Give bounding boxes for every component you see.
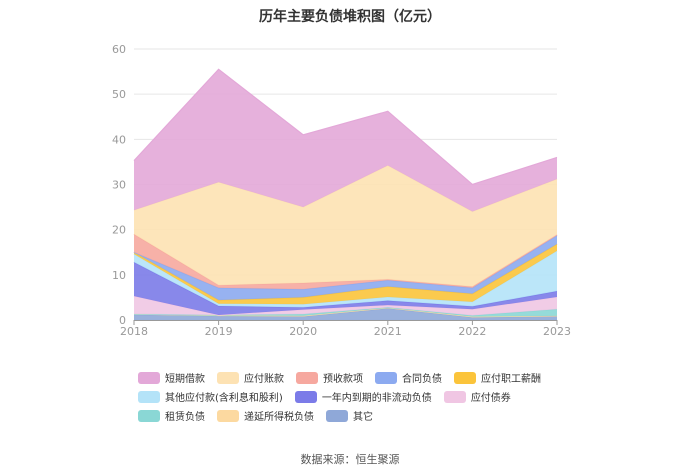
legend-swatch — [326, 409, 348, 422]
legend-swatch — [443, 390, 466, 403]
x-tick-label: 2019 — [205, 325, 233, 338]
y-tick-label: 0 — [119, 314, 126, 327]
legend-item[interactable]: 短期借款 — [138, 369, 205, 386]
area-series-2 — [134, 307, 557, 317]
area-series-line-10 — [133, 68, 558, 186]
legend-label: 预收款项 — [323, 374, 363, 385]
legend: 短期借款 应付账款 预收款项 合同负债 应付职工薪酬其他应付款(含利息和股利) 一年内到期… — [138, 369, 588, 424]
legend-label: 应付账款 — [244, 374, 284, 385]
legend-label: 其他应付款(含利息和股利) — [165, 393, 283, 404]
legend-item[interactable]: 租赁负债 — [138, 407, 205, 424]
chart-title: 历年主要负债堆积图（亿元） — [259, 9, 441, 25]
x-tick-label: 2023 — [543, 325, 571, 338]
y-tick-label: 20 — [112, 224, 126, 237]
legend-item[interactable]: 一年内到期的非流动负债 — [294, 388, 432, 405]
legend-swatch — [296, 371, 318, 384]
x-tick-label: 2020 — [289, 325, 317, 338]
legend-label: 应付职工薪酬 — [481, 374, 541, 385]
y-tick-label: 40 — [112, 133, 126, 146]
area-series-group — [133, 68, 558, 320]
legend-item[interactable]: 应付债券 — [443, 388, 511, 405]
legend-item[interactable]: 递延所得税负债 — [217, 407, 314, 424]
x-tick-label: 2021 — [374, 325, 402, 338]
stacked-area-chart: 0 10 20 30 40 50 60 2018 2019 2020 2021 2022 2023 — [112, 43, 571, 338]
legend-swatch — [138, 390, 160, 403]
legend-swatch — [138, 409, 160, 422]
legend-swatch — [138, 371, 160, 384]
axes: 0 10 20 30 40 50 60 2018 2019 2020 2021 2022 2023 — [112, 43, 571, 338]
y-tick-label: 30 — [112, 179, 126, 192]
legend-item[interactable]: 合同负债 — [375, 369, 442, 386]
y-tick-label: 50 — [112, 88, 126, 101]
legend-label: 租赁负债 — [165, 412, 205, 423]
legend-item[interactable]: 其他应付款(含利息和股利) — [138, 388, 283, 405]
area-series-10 — [134, 69, 557, 212]
legend-label: 一年内到期的非流动负债 — [321, 393, 432, 404]
area-series-9 — [134, 165, 557, 287]
data-source-note: 数据来源：恒生聚源 — [300, 453, 400, 466]
legend-swatch — [375, 371, 397, 384]
area-series-7 — [134, 235, 557, 301]
y-tick-label: 10 — [112, 269, 126, 282]
legend-label: 其它 — [353, 412, 373, 423]
legend-item[interactable]: 应付账款 — [217, 369, 284, 386]
legend-label: 递延所得税负债 — [244, 412, 314, 423]
legend-item[interactable]: 预收款项 — [296, 369, 363, 386]
legend-swatch — [217, 371, 239, 384]
legend-item[interactable]: 其它 — [326, 407, 373, 424]
legend-label: 短期借款 — [165, 374, 205, 385]
legend-swatch — [294, 390, 317, 403]
area-series-0 — [134, 308, 557, 320]
y-tick-label: 60 — [112, 43, 126, 56]
x-tick-label: 2022 — [458, 325, 486, 338]
legend-label: 合同负债 — [402, 374, 442, 385]
legend-label: 应付债券 — [470, 393, 511, 404]
x-tick-label: 2018 — [120, 325, 148, 338]
legend-swatch — [217, 409, 239, 422]
area-series-3 — [134, 296, 557, 316]
legend-item[interactable]: 应付职工薪酬 — [454, 369, 541, 386]
legend-swatch — [454, 371, 476, 384]
